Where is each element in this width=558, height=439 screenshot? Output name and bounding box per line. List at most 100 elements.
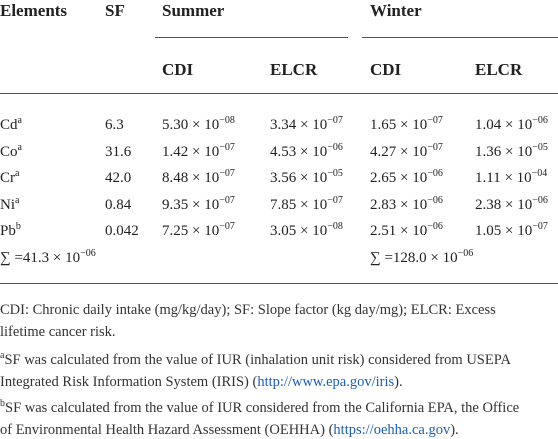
exponent: −07 (427, 141, 443, 153)
exponent: −07 (219, 141, 235, 153)
rule (155, 37, 348, 38)
mantissa: 2.51 × 10 (370, 223, 428, 239)
footnote-line: CDI: Chronic daily intake (mg/kg/day); S… (0, 302, 496, 318)
value-cell: 3.05 × 10−08 (270, 222, 343, 240)
exponent: −06 (532, 194, 548, 206)
value-cell: 2.83 × 10−06 (370, 194, 443, 214)
value-cell: 2.65 × 10−06 (370, 169, 443, 187)
element: Pbb (0, 222, 21, 240)
element-name: Cd (0, 117, 18, 133)
header-elements: Elements (0, 1, 68, 20)
element-name: Co (0, 143, 18, 160)
value-cell: 4.27 × 10−07 (370, 141, 443, 161)
value-cell: 9.35 × 10−07 (162, 194, 235, 214)
value-cell: 4.53 × 10−06 (270, 142, 343, 161)
value-cell: 5.30 × 10−08 (162, 116, 235, 134)
mantissa: ∑ =41.3 × 10 (0, 250, 81, 266)
value-cell: 3.56 × 10−05 (270, 169, 343, 187)
footnote-line: lifetime cancer risk. (0, 324, 116, 340)
mantissa: 3.05 × 10 (270, 223, 328, 239)
rule (0, 283, 558, 284)
sf: 6.3 (105, 117, 124, 133)
sf: 42.0 (105, 170, 132, 186)
value-cell: ∑ =128.0 × 10−06 (370, 249, 473, 267)
value-cell: 1.05 × 10−07 (475, 222, 548, 240)
header-summer: Summer (162, 1, 225, 20)
element: Cra (0, 169, 19, 187)
footnote-text: ). (450, 422, 459, 438)
header-sf: SF (105, 1, 125, 20)
exponent: −06 (427, 168, 443, 179)
element: Coa (0, 141, 22, 161)
element-note: b (15, 221, 21, 232)
footnote-line: of Environmental Health Hazard Assessmen… (0, 421, 459, 439)
exponent: −07 (532, 221, 548, 232)
footnote-mark: b (0, 398, 5, 409)
subheader: CDI (370, 60, 402, 79)
element-name: Pb (0, 223, 16, 239)
mantissa: 2.83 × 10 (370, 196, 428, 213)
link[interactable]: https://oehha.ca.gov (333, 422, 451, 438)
subheader: ELCR (475, 60, 523, 79)
footnote-line: aSF was calculated from the value of IUR… (0, 351, 511, 369)
value-cell: 3.34 × 10−07 (270, 116, 343, 134)
element-note: a (17, 115, 22, 126)
rule (362, 37, 558, 38)
value-cell: 8.48 × 10−07 (162, 169, 235, 187)
mantissa: 3.56 × 10 (270, 170, 328, 186)
footnote-text: SF was calculated from the value of IUR … (4, 352, 511, 368)
value-cell: 1.11 × 10−04 (475, 169, 547, 187)
exponent: −07 (327, 194, 343, 206)
exponent: −06 (457, 248, 474, 259)
value-cell: 7.25 × 10−07 (162, 222, 235, 240)
exponent: −06 (80, 248, 96, 259)
sf: 0.84 (105, 196, 132, 213)
rule (0, 93, 558, 94)
footnote-text: ). (394, 374, 403, 390)
mantissa: ∑ =128.0 × 10 (370, 250, 458, 266)
footnote-line: Integrated Risk Information System (IRIS… (0, 373, 403, 391)
value-cell: 1.36 × 10−05 (475, 142, 548, 161)
exponent: −08 (219, 115, 235, 126)
mantissa: 2.38 × 10 (475, 196, 533, 213)
element-note: a (17, 141, 22, 153)
footnote-text: of Environmental Health Hazard Assessmen… (0, 422, 334, 438)
exponent: −07 (427, 115, 443, 126)
value-cell: 1.42 × 10−07 (162, 141, 235, 161)
mantissa: 7.85 × 10 (270, 196, 328, 213)
mantissa: 1.65 × 10 (370, 117, 428, 133)
value-cell: 2.51 × 10−06 (370, 222, 443, 240)
mantissa: 5.30 × 10 (162, 117, 220, 133)
footnote-line: bSF was calculated from the value of IUR… (0, 399, 519, 417)
element-name: Ni (0, 196, 15, 213)
mantissa: 8.48 × 10 (162, 170, 220, 186)
value-cell: 7.85 × 10−07 (270, 194, 343, 214)
exponent: −07 (219, 194, 235, 206)
exponent: −04 (531, 168, 548, 179)
mantissa: 4.27 × 10 (370, 143, 428, 160)
footnote-text: Integrated Risk Information System (IRIS… (0, 374, 258, 390)
mantissa: 4.53 × 10 (270, 143, 328, 160)
exponent: −06 (532, 115, 548, 126)
mantissa: 9.35 × 10 (162, 196, 220, 213)
header-winter: Winter (370, 1, 422, 20)
exponent: −08 (327, 221, 343, 232)
exponent: −05 (327, 168, 343, 179)
exponent: −07 (219, 168, 235, 179)
element-note: a (15, 194, 20, 206)
element: Cda (0, 116, 22, 134)
link[interactable]: http://www.epa.gov/iris (257, 374, 395, 390)
mantissa: 3.34 × 10 (270, 117, 328, 133)
mantissa: 7.25 × 10 (162, 223, 220, 239)
element: Nia (0, 194, 20, 214)
footnote-text: SF was calculated from the value of IUR … (5, 400, 520, 416)
mantissa: 1.11 × 10 (475, 170, 532, 186)
value-cell: 1.65 × 10−07 (370, 116, 443, 134)
exponent: −06 (427, 194, 443, 206)
mantissa: 2.65 × 10 (370, 170, 428, 186)
mantissa: 1.04 × 10 (475, 117, 533, 133)
element-note: a (15, 168, 20, 179)
subheader: ELCR (270, 60, 318, 79)
mantissa: 1.05 × 10 (475, 223, 533, 239)
